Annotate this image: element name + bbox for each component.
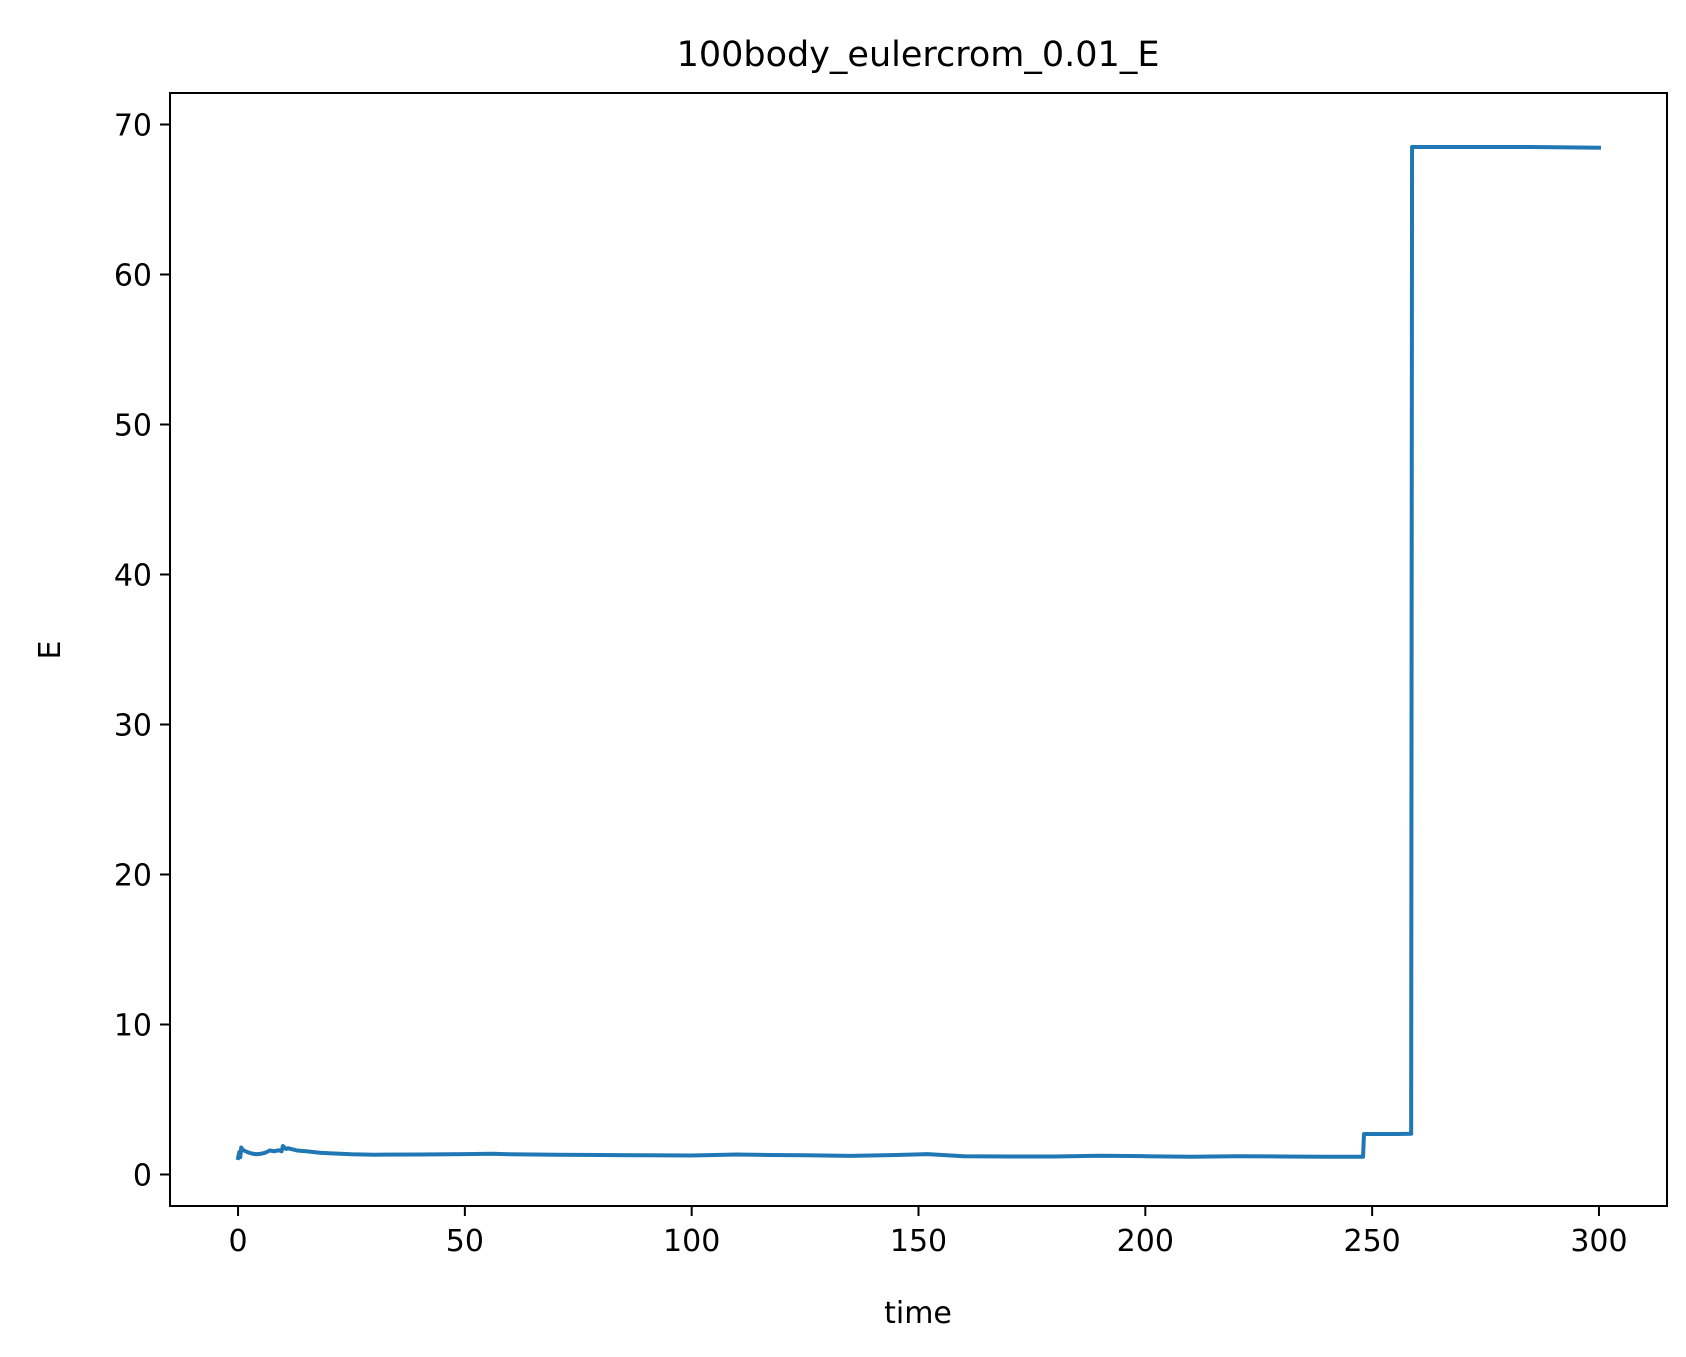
chart-title: 100body_eulercrom_0.01_E <box>677 35 1160 75</box>
y-tick-label: 40 <box>114 559 152 594</box>
y-tick-label: 60 <box>114 259 152 294</box>
x-tick-label: 150 <box>890 1224 947 1259</box>
series-line-0 <box>235 145 1601 1161</box>
x-axis-label: time <box>884 1296 952 1331</box>
x-tick-label: 0 <box>228 1224 247 1259</box>
y-tick-label: 30 <box>114 709 152 744</box>
x-axis-ticks: 0 50 100 150 200 250 300 <box>228 1206 1628 1259</box>
y-tick-label: 50 <box>114 409 152 444</box>
series-layer <box>235 145 1601 1161</box>
y-tick-label: 70 <box>114 109 152 144</box>
y-axis-label: E <box>33 641 68 660</box>
y-tick-label: 0 <box>133 1159 152 1194</box>
y-axis-ticks: 0 10 20 30 40 50 60 70 <box>114 109 170 1194</box>
x-tick-label: 50 <box>446 1224 484 1259</box>
y-tick-label: 20 <box>114 859 152 894</box>
x-tick-label: 100 <box>663 1224 720 1259</box>
x-tick-label: 250 <box>1344 1224 1401 1259</box>
x-tick-label: 200 <box>1117 1224 1174 1259</box>
x-tick-label: 300 <box>1570 1224 1627 1259</box>
y-tick-label: 10 <box>114 1009 152 1044</box>
